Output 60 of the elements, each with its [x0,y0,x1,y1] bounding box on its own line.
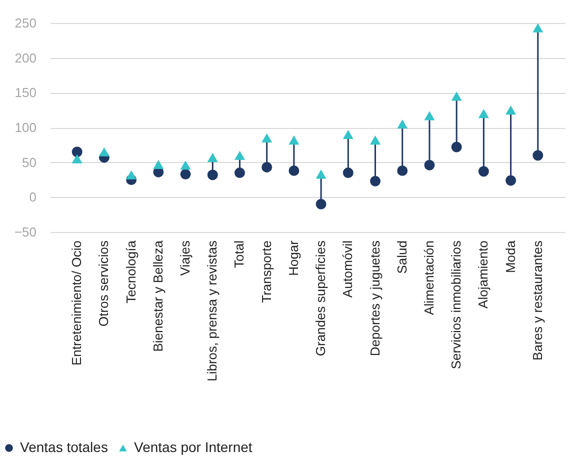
point [234,150,245,160]
point [478,166,489,177]
point [478,109,489,118]
point [397,119,408,129]
point [451,142,462,152]
point [72,154,82,164]
point [288,165,300,176]
y-tick-label: 0 [29,190,36,205]
x-tick-label: Libros, prensa y revistas [204,240,220,382]
point [451,92,462,101]
y-tick-label: 250 [14,16,36,30]
y-tick-label: 150 [14,85,36,100]
point [506,175,516,186]
point [180,160,191,170]
point [207,152,218,162]
point [153,160,164,169]
y-tick-label: −50 [14,224,36,240]
x-tick-label: Deportes y juguetes [367,240,382,356]
x-tick-label: Hogar [286,240,301,276]
x-tick-label: Servicios inmobiliarios [448,240,464,370]
point [316,198,326,210]
point [532,150,544,161]
point [370,176,381,186]
y-tick-label: 100 [14,120,36,135]
x-tick-label: Otros servicios [96,240,112,326]
y-tick-label: 200 [14,50,36,66]
x-tick-label: Automóvil [340,240,356,298]
legend-label: Ventas totales [20,439,108,455]
x-tick-label: Transporte [258,240,274,303]
point [72,146,82,158]
point [342,168,354,178]
x-tick-label: Total [232,240,247,268]
x-tick-label: Bienestar y Belleza [150,240,166,352]
point [424,111,435,120]
x-tick-label: Bares y restaurantes [530,240,545,360]
x-tick-label: Salud [394,240,410,274]
point [316,170,326,179]
x-tick-label: Alimentación [421,240,436,315]
x-tick-label: Grandes superficies [313,240,328,356]
point [288,136,300,145]
point [532,23,544,32]
x-tick-label: Viajes [178,240,193,276]
point [397,165,408,176]
point [506,106,516,115]
legend-label: Ventas por Internet [134,439,252,455]
point [262,133,272,142]
point [234,168,245,178]
y-tick-label: 50 [22,154,36,170]
point [262,162,272,172]
point [207,170,218,180]
x-tick-label: Entretenimiento/ Ocio [69,240,84,366]
x-tick-label: Moda [502,240,518,274]
x-tick-label: Alojamiento [476,240,491,308]
point [98,147,110,156]
point [424,160,435,170]
x-tick-label: Tecnología [123,240,138,304]
point [126,170,137,180]
point [342,130,354,140]
point [370,136,381,145]
point [180,168,191,180]
